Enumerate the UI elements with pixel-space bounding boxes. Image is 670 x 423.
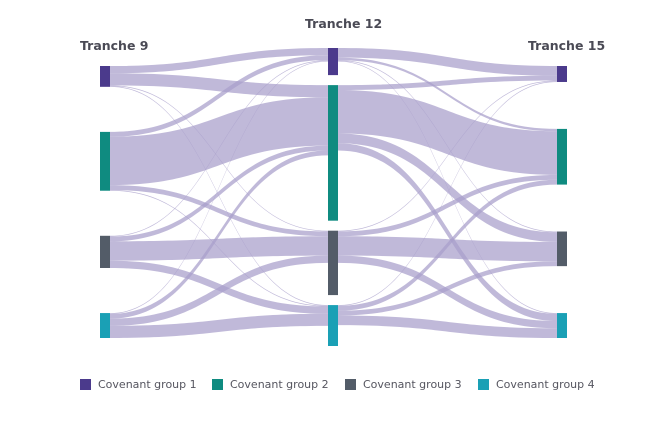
link-s1-g3-to-g1: [338, 80, 557, 232]
links: [110, 48, 557, 338]
legend-item-group-4: Covenant group 4: [478, 378, 595, 391]
node-col3-group-1: [557, 66, 567, 82]
nodes: [100, 48, 567, 346]
legend-swatch-group-3: [345, 379, 356, 390]
node-col3-group-4: [557, 313, 567, 338]
column-title-tranche-9: Tranche 9: [80, 38, 149, 53]
link-s0-g4-to-g3: [110, 255, 328, 326]
legend-label-group-4: Covenant group 4: [496, 378, 595, 391]
link-s0-g1-to-g1: [110, 48, 328, 74]
legend-label-group-1: Covenant group 1: [98, 378, 197, 391]
link-s0-g4-to-g4: [110, 313, 328, 338]
link-s0-g3-to-g3: [110, 236, 328, 261]
node-col1-group-3: [100, 235, 110, 268]
link-s1-g4-to-g2: [338, 179, 557, 311]
link-s1-g4-to-g1: [338, 81, 557, 306]
legend-swatch-group-1: [80, 379, 91, 390]
node-col3-group-2: [557, 128, 567, 185]
node-col2-group-2: [328, 85, 338, 221]
legend-label-group-2: Covenant group 2: [230, 378, 329, 391]
link-s1-g2-to-g3: [338, 133, 557, 242]
node-col1-group-1: [100, 66, 110, 87]
link-s1-g3-to-g3: [338, 236, 557, 262]
node-col2-group-3: [328, 230, 338, 296]
link-s0-g4-to-g1: [110, 60, 328, 314]
node-col1-group-4: [100, 313, 110, 338]
legend-swatch-group-4: [478, 379, 489, 390]
link-s1-g4-to-g3: [338, 261, 557, 316]
legend-item-group-3: Covenant group 3: [345, 378, 462, 391]
node-col2-group-4: [328, 305, 338, 346]
legend-item-group-2: Covenant group 2: [212, 378, 329, 391]
link-s1-g2-to-g4: [338, 143, 557, 322]
link-s1-g1-to-g2: [338, 57, 557, 132]
node-col3-group-3: [557, 231, 567, 267]
node-col2-group-1: [328, 48, 338, 76]
column-title-tranche-12: Tranche 12: [305, 16, 383, 31]
link-s1-g3-to-g4: [338, 255, 557, 329]
link-s0-g1-to-g4: [110, 86, 328, 306]
link-s0-g3-to-g2: [110, 145, 328, 242]
link-s0-g2-to-g1: [110, 55, 328, 137]
legend-label-group-3: Covenant group 3: [363, 378, 462, 391]
column-title-tranche-15: Tranche 15: [528, 38, 606, 53]
link-s1-g2-to-g1: [338, 75, 557, 90]
legend-swatch-group-2: [212, 379, 223, 390]
legend: Covenant group 1 Covenant group 2 Covena…: [0, 378, 670, 396]
link-s0-g2-to-g2: [110, 97, 328, 186]
link-s0-g4-to-g2: [110, 150, 328, 319]
link-s1-g1-to-g1: [338, 48, 557, 76]
node-col1-group-2: [100, 131, 110, 191]
link-s0-g1-to-g2: [110, 73, 328, 98]
link-s1-g4-to-g4: [338, 315, 557, 338]
legend-item-group-1: Covenant group 1: [80, 378, 197, 391]
link-s1-g2-to-g2: [338, 89, 557, 175]
link-s0-g3-to-g1: [110, 60, 328, 237]
link-s0-g2-to-g3: [110, 185, 328, 237]
link-s1-g3-to-g2: [338, 174, 557, 237]
